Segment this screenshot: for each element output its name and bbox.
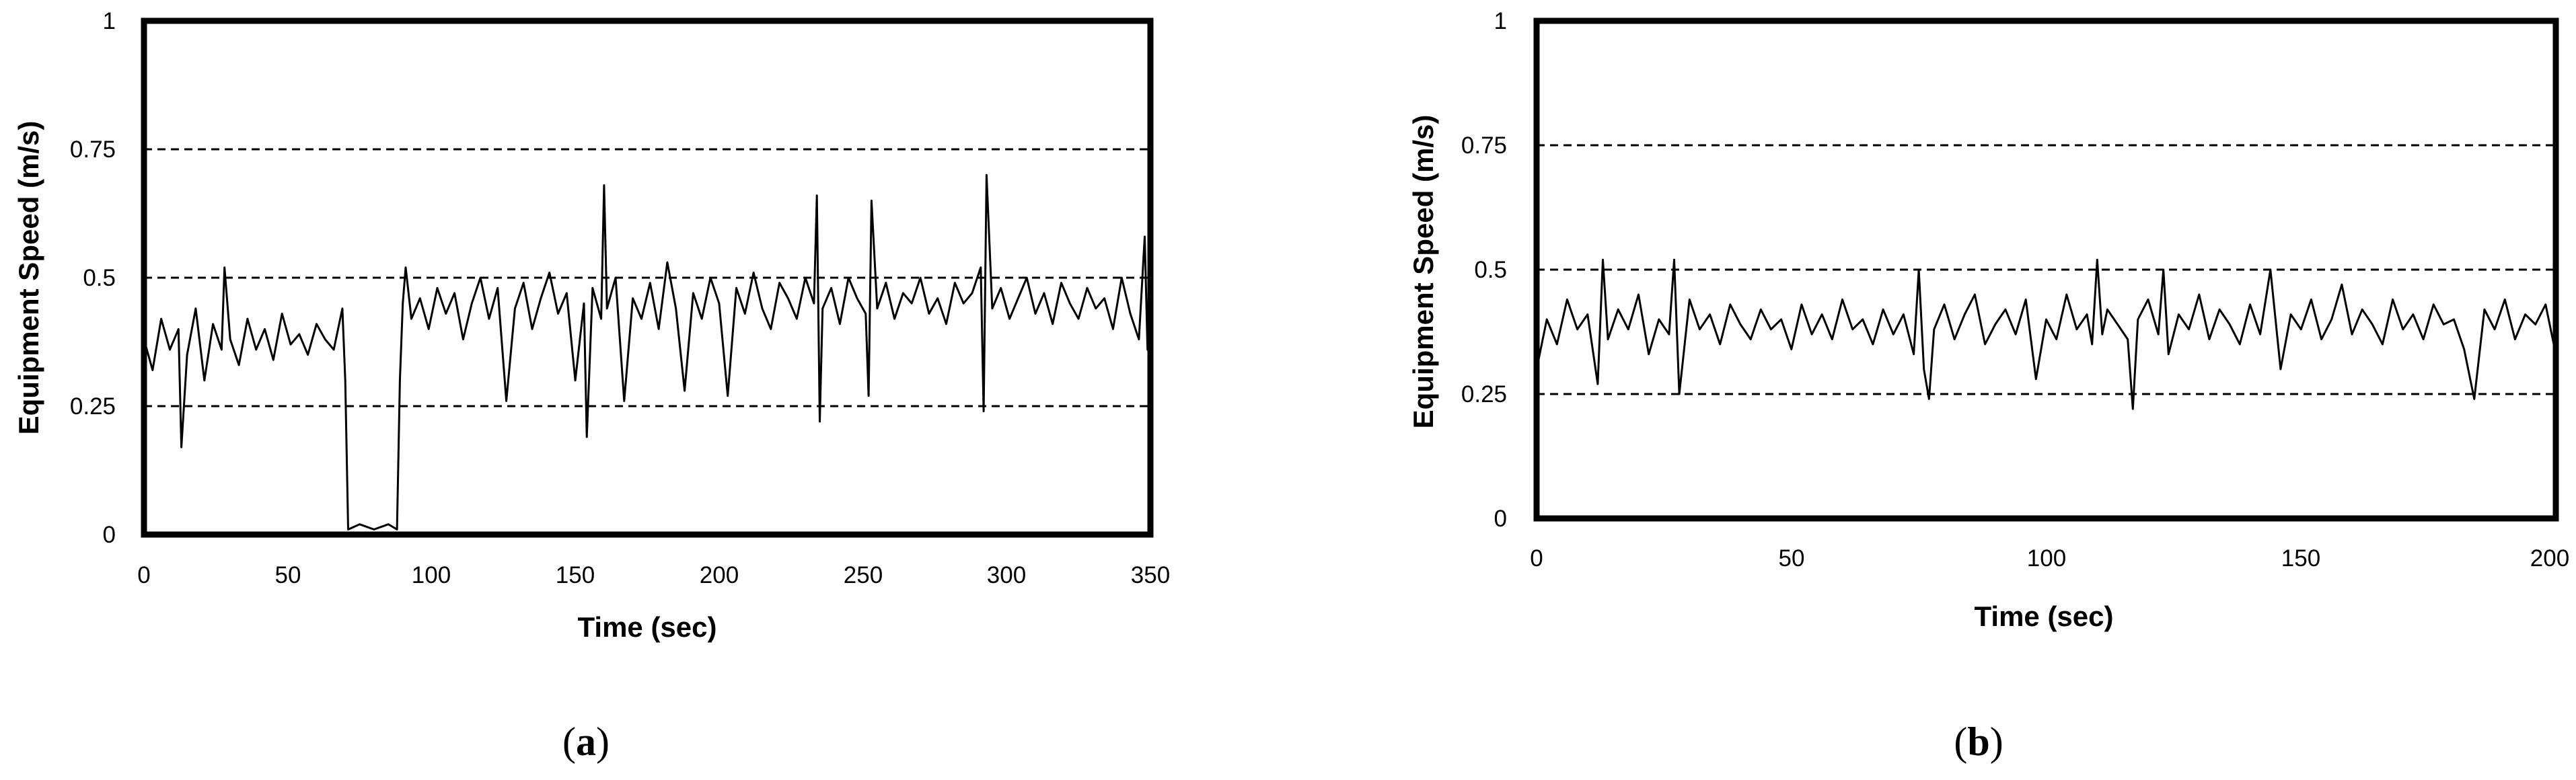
panel-a-label-letter: a <box>576 719 596 764</box>
panel-b-label-letter: b <box>1967 719 1989 764</box>
panel-b-x-ticks: 0 50 100 150 200 <box>1530 545 2569 572</box>
panel-a-ytick-label: 0.75 <box>70 136 116 163</box>
panel-a-xtick-label: 0 <box>137 562 150 588</box>
panel-a-y-axis-title: Equipment Speed (m/s) <box>13 121 44 435</box>
panel-a-dashed-lines <box>144 148 1150 407</box>
panel-a-plot-frame <box>141 17 1154 538</box>
panel-a-speed-line <box>143 173 1152 531</box>
panel-a-ytick-label: 0.25 <box>70 393 116 420</box>
panel-b-label: (b) <box>1954 719 2003 764</box>
panel-a-series <box>143 173 1152 531</box>
panel-b-x-axis-title: Time (sec) <box>1975 600 2114 632</box>
panel-b-ytick-label: 0 <box>1494 506 1507 532</box>
panel-b-xtick-label: 100 <box>2027 545 2066 572</box>
panel-a-xtick-label: 250 <box>844 562 883 588</box>
panel-a-xtick-label: 50 <box>275 562 301 588</box>
panel-a-x-axis-title: Time (sec) <box>578 611 717 643</box>
panel-a-ytick-label: 0.5 <box>83 265 116 291</box>
chart-panel-b: 0 0.25 0.5 0.75 1 0 50 100 150 200 Time … <box>1407 8 2569 764</box>
panel-b-xtick-label: 0 <box>1530 545 1543 572</box>
panel-a-xtick-label: 350 <box>1131 562 1170 588</box>
panel-b-ytick-label: 0.5 <box>1474 257 1507 283</box>
panel-a-xtick-label: 200 <box>700 562 739 588</box>
panel-a-xtick-label: 300 <box>987 562 1026 588</box>
panel-a-xtick-label: 100 <box>412 562 451 588</box>
panel-b-speed-line <box>1535 258 2557 410</box>
panel-b-y-ticks: 0 0.25 0.5 0.75 1 <box>1461 8 1507 532</box>
panel-a-ytick-label: 1 <box>103 8 116 34</box>
panel-b-xtick-label: 200 <box>2530 545 2569 572</box>
panel-b-dashed-lines <box>1537 144 2556 395</box>
panel-b-xtick-label: 50 <box>1779 545 1805 572</box>
panel-a-x-ticks: 0 50 100 150 200 250 300 350 <box>137 562 1170 588</box>
panel-b-y-axis-title: Equipment Speed (m/s) <box>1407 115 1439 429</box>
panel-a-ytick-label: 0 <box>103 522 116 548</box>
panel-b-xtick-label: 150 <box>2281 545 2320 572</box>
chart-panel-a: 0 0.25 0.5 0.75 1 0 50 100 150 200 250 3… <box>13 8 1170 764</box>
panel-b-ytick-label: 1 <box>1494 8 1507 34</box>
panel-b-series <box>1535 258 2557 410</box>
panel-b-plot-frame <box>1533 17 2559 522</box>
panel-a-label: (a) <box>562 719 610 764</box>
panel-b-ytick-label: 0.75 <box>1461 132 1507 159</box>
panel-a-xtick-label: 150 <box>556 562 595 588</box>
panel-b-ytick-label: 0.25 <box>1461 381 1507 407</box>
panel-a-y-ticks: 0 0.25 0.5 0.75 1 <box>70 8 116 548</box>
